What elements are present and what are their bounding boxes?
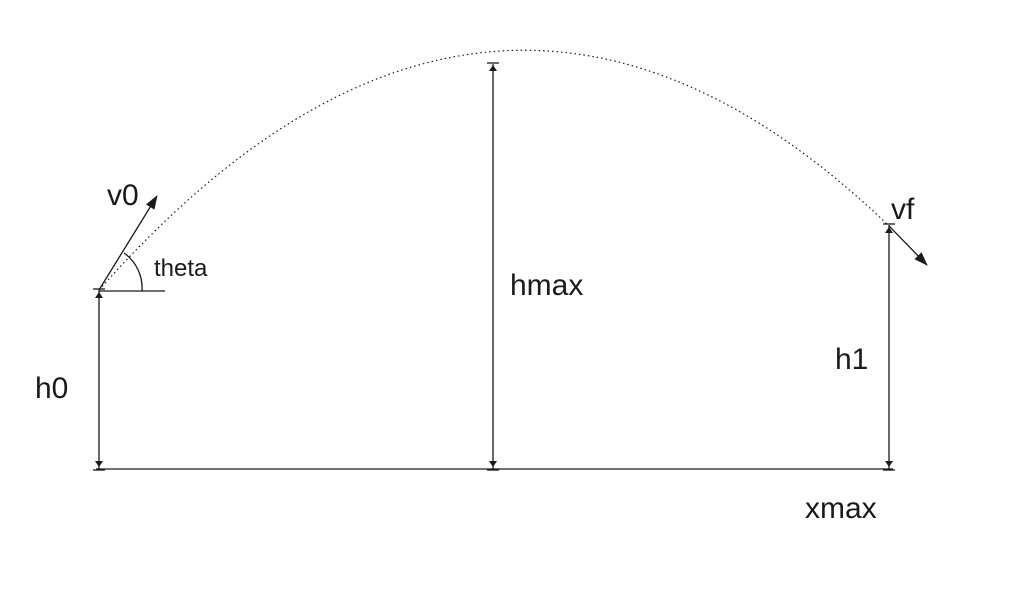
h0-dimension — [93, 288, 105, 471]
theta-label: theta — [154, 255, 208, 282]
h0-label: h0 — [35, 372, 68, 405]
xmax-label: xmax — [805, 492, 877, 525]
v0-label: v0 — [107, 179, 139, 212]
vf-vector — [888, 225, 928, 266]
hmax-label: hmax — [510, 269, 583, 302]
h1-label: h1 — [835, 343, 868, 376]
vf-label: vf — [891, 193, 915, 226]
h1-dimension — [883, 223, 895, 471]
trajectory-curve — [98, 49, 890, 291]
hmax-dimension — [487, 62, 499, 471]
theta-arc — [123, 252, 143, 292]
v0-vector — [98, 195, 158, 291]
